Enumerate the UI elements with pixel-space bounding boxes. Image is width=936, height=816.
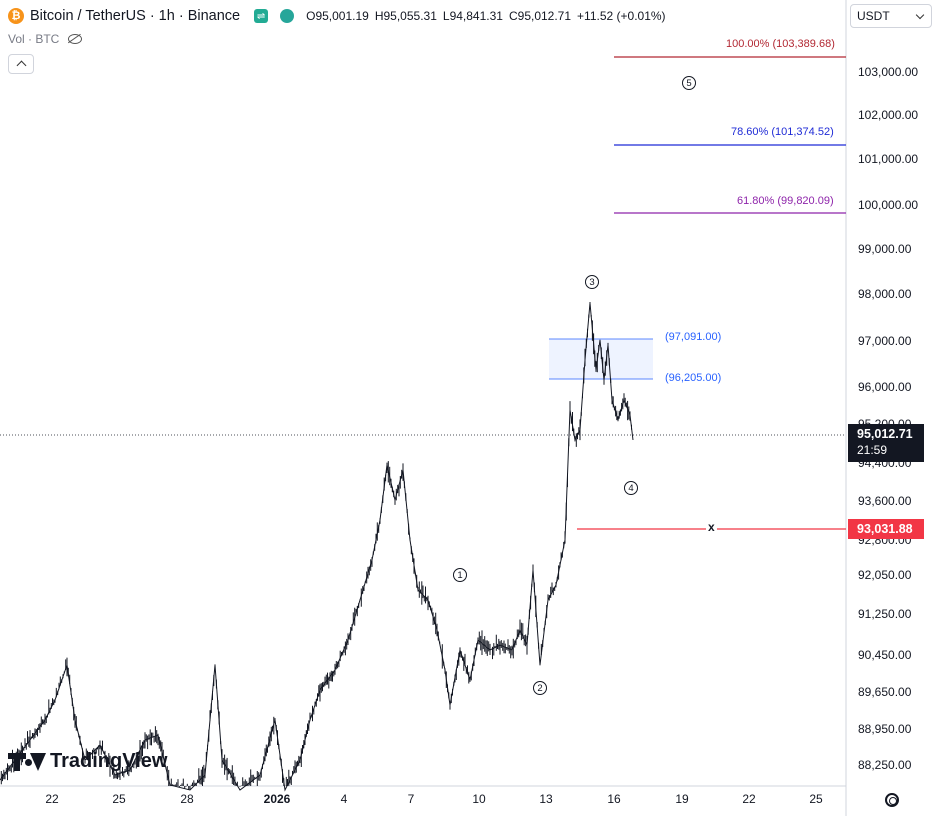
ohlc-close: 95,012.71: [517, 9, 572, 23]
fib-label-618: 61.80% (99,820.09): [737, 195, 834, 207]
zone-lower-label: (96,205.00): [665, 372, 722, 384]
ohlc-low: 94,841.31: [449, 9, 503, 23]
time-axis-label: 2026: [263, 792, 291, 806]
market-status-icon[interactable]: [280, 9, 295, 23]
time-axis-label: 25: [809, 792, 823, 806]
price-axis-label: 102,000.00: [858, 108, 919, 122]
time-axis-label: 13: [539, 792, 553, 806]
replay-icon[interactable]: ⇌: [254, 9, 269, 23]
time-axis-label: 19: [675, 792, 689, 806]
candle-countdown: 21:59: [857, 443, 888, 457]
currency-selector[interactable]: USDT: [850, 4, 932, 28]
tradingview-wordmark: TradingView: [50, 750, 168, 772]
chart-header: ₿ Bitcoin / TetherUS · 1h · Binance ⇌ O9…: [8, 6, 666, 26]
current-price-tag: 95,012.71 21:59: [848, 424, 924, 462]
eye-hidden-icon[interactable]: [67, 34, 83, 44]
ohlc-open: 95,001.19: [315, 9, 369, 23]
candlestick-series: [0, 302, 634, 792]
price-axis-label: 101,000.00: [858, 152, 919, 166]
zone-upper-label: (97,091.00): [665, 331, 722, 343]
price-axis-label: 98,000.00: [858, 287, 912, 301]
wave-label-2: 2: [533, 681, 547, 695]
fib-label-100: 100.00% (103,389.68): [726, 38, 835, 50]
wave-label-1: 1: [453, 568, 467, 582]
symbol-title[interactable]: Bitcoin / TetherUS · 1h · Binance: [30, 8, 241, 24]
price-axis-label: 90,450.00: [858, 648, 912, 662]
wave-label-3: 3: [585, 275, 599, 289]
price-axis-label: 97,000.00: [858, 334, 912, 348]
current-price-value: 95,012.71: [857, 427, 913, 441]
ohlc-values: O95,001.19 H95,055.31 L94,841.31 C95,012…: [306, 9, 666, 23]
volume-indicator-row: Vol · BTC: [8, 32, 83, 46]
ohlc-change: +11.52 (+0.01%): [577, 9, 666, 23]
price-axis-label: 100,000.00: [858, 198, 919, 212]
time-axis-label: 25: [112, 792, 126, 806]
wave-label-5: 5: [682, 76, 696, 90]
time-axis-label: 22: [742, 792, 756, 806]
price-axis-label: 103,000.00: [858, 65, 919, 79]
bitcoin-icon: ₿: [8, 8, 24, 24]
time-axis-label: 16: [607, 792, 621, 806]
chevron-up-icon: [16, 60, 26, 71]
time-axis-label: 4: [340, 792, 348, 806]
tradingview-logo-icon: [8, 751, 46, 773]
price-axis-label: 99,000.00: [858, 242, 912, 256]
chevron-down-icon: [915, 10, 925, 19]
price-axis-label: 88,250.00: [858, 758, 912, 772]
price-axis-label: 88,950.00: [858, 722, 912, 736]
time-axis-label: 22: [45, 792, 59, 806]
collapse-legend-button[interactable]: [8, 54, 34, 74]
gear-icon[interactable]: [885, 793, 899, 807]
price-path: [0, 302, 634, 792]
invalidation-mark: x: [706, 520, 717, 534]
fib-label-786: 78.60% (101,374.52): [731, 126, 834, 138]
price-axis-label: 92,050.00: [858, 568, 912, 582]
time-axis-label: 7: [407, 792, 415, 806]
price-axis-label: 96,000.00: [858, 380, 912, 394]
currency-value: USDT: [857, 9, 890, 23]
wave-label-4: 4: [624, 481, 638, 495]
time-axis-label: 28: [180, 792, 194, 806]
volume-label[interactable]: Vol · BTC: [8, 32, 60, 46]
price-axis-label: 89,650.00: [858, 685, 912, 699]
time-axis-label: 10: [472, 792, 486, 806]
price-axis-label: 91,250.00: [858, 607, 912, 621]
stop-level-tag: 93,031.88: [848, 519, 924, 539]
price-axis-label: 93,600.00: [858, 494, 912, 508]
tradingview-logo: TradingView: [8, 750, 167, 773]
ohlc-high: 95,055.31: [383, 9, 437, 23]
